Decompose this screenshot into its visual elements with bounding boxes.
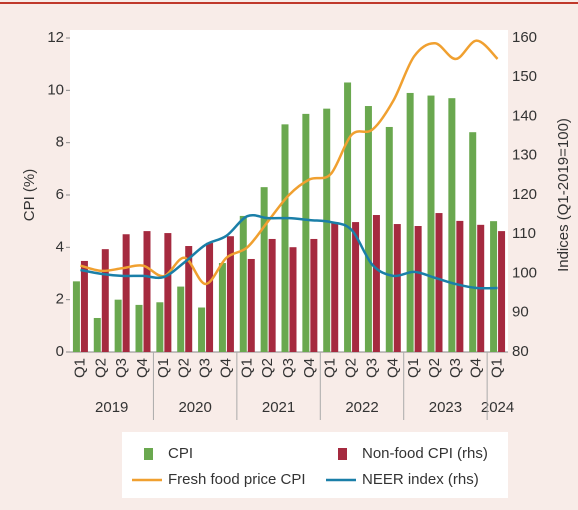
bar bbox=[427, 95, 435, 353]
bar bbox=[469, 132, 477, 352]
x-tick-label: Q2 bbox=[176, 358, 193, 378]
bar bbox=[344, 82, 352, 352]
y-tick-label: 6 bbox=[56, 186, 64, 203]
x-tick-label: Q3 bbox=[363, 358, 380, 378]
x-tick-label: Q1 bbox=[405, 358, 422, 378]
bar bbox=[406, 92, 414, 352]
bar bbox=[372, 215, 380, 352]
bar bbox=[135, 304, 143, 352]
bar bbox=[239, 215, 247, 352]
legend-swatch bbox=[144, 448, 153, 460]
x-tick-label: Q3 bbox=[197, 358, 214, 378]
legend bbox=[122, 432, 508, 498]
line bbox=[80, 39, 499, 286]
bar bbox=[198, 307, 206, 352]
x-tick-label: Q3 bbox=[113, 358, 130, 378]
y-tick-label: 4 bbox=[56, 238, 64, 255]
line bbox=[80, 213, 498, 290]
bar bbox=[364, 106, 372, 353]
x-tick-label: Q4 bbox=[134, 358, 151, 378]
y2-tick-label: 90 bbox=[512, 304, 529, 321]
year-label: 2022 bbox=[345, 399, 378, 416]
bar bbox=[289, 247, 297, 352]
y-tick-label: 12 bbox=[47, 29, 64, 46]
x-tick-label: Q4 bbox=[384, 358, 401, 378]
bar bbox=[352, 222, 360, 352]
bar bbox=[323, 108, 331, 353]
bar bbox=[331, 222, 339, 352]
y2-tick-label: 110 bbox=[512, 225, 536, 242]
y-tick-label: 8 bbox=[56, 134, 64, 151]
bar bbox=[122, 234, 130, 352]
y-axis-title: CPI (%) bbox=[21, 169, 38, 222]
x-tick-label: Q2 bbox=[426, 358, 443, 378]
top-rule bbox=[0, 2, 578, 4]
y2-axis-title: Indices (Q1-2019=100) bbox=[555, 118, 572, 272]
x-tick-label: Q1 bbox=[71, 358, 88, 378]
bar bbox=[393, 224, 401, 352]
bar bbox=[93, 317, 101, 352]
bar bbox=[156, 302, 164, 352]
bar bbox=[385, 126, 393, 352]
bar bbox=[101, 249, 109, 352]
bar bbox=[456, 220, 464, 352]
x-tick-label: Q1 bbox=[322, 358, 339, 378]
y2-tick-label: 100 bbox=[512, 264, 537, 281]
bar bbox=[114, 299, 122, 352]
bar bbox=[164, 233, 172, 352]
bar bbox=[226, 236, 234, 352]
x-tick-label: Q2 bbox=[92, 358, 109, 378]
plot-area bbox=[70, 30, 508, 352]
legend-label: Fresh food price CPI bbox=[168, 471, 306, 488]
y2-tick-label: 150 bbox=[512, 68, 537, 85]
y-tick-label: 2 bbox=[56, 291, 64, 308]
bar bbox=[498, 231, 506, 352]
x-tick-label: Q1 bbox=[238, 358, 255, 378]
year-label: 2024 bbox=[481, 399, 514, 416]
year-label: 2020 bbox=[178, 399, 211, 416]
bar bbox=[143, 231, 151, 352]
bar bbox=[268, 238, 276, 352]
bar bbox=[310, 238, 318, 352]
bar bbox=[490, 221, 498, 352]
bar bbox=[414, 226, 422, 352]
bar bbox=[435, 213, 443, 352]
x-tick-label: Q4 bbox=[301, 358, 318, 378]
bar bbox=[80, 260, 88, 352]
bar bbox=[448, 98, 456, 352]
y2-tick-label: 140 bbox=[512, 107, 537, 124]
x-tick-label: Q2 bbox=[343, 358, 360, 378]
x-tick-label: Q3 bbox=[447, 358, 464, 378]
legend-label: NEER index (rhs) bbox=[362, 471, 479, 488]
bar bbox=[247, 258, 255, 352]
y-tick-label: 10 bbox=[47, 81, 64, 98]
legend-label: CPI bbox=[168, 445, 193, 462]
bar bbox=[218, 263, 226, 352]
y2-tick-label: 80 bbox=[512, 343, 529, 360]
y2-tick-label: 160 bbox=[512, 29, 537, 46]
bar bbox=[177, 286, 185, 352]
x-tick-label: Q1 bbox=[489, 358, 506, 378]
year-label: 2019 bbox=[95, 399, 128, 416]
legend-swatch bbox=[338, 448, 347, 460]
x-tick-label: Q3 bbox=[280, 358, 297, 378]
legend-label: Non-food CPI (rhs) bbox=[362, 445, 488, 462]
year-label: 2021 bbox=[262, 399, 295, 416]
bar bbox=[185, 246, 193, 352]
x-tick-label: Q4 bbox=[217, 358, 234, 378]
y-tick-label: 0 bbox=[56, 343, 64, 360]
x-tick-label: Q2 bbox=[259, 358, 276, 378]
bar bbox=[260, 187, 268, 352]
y2-tick-label: 120 bbox=[512, 186, 537, 203]
year-label: 2023 bbox=[429, 399, 462, 416]
bar bbox=[281, 124, 289, 352]
x-tick-label: Q1 bbox=[155, 358, 172, 378]
x-tick-label: Q4 bbox=[468, 358, 485, 378]
bar bbox=[72, 281, 80, 352]
bar bbox=[206, 242, 214, 352]
bar bbox=[302, 113, 310, 352]
y2-tick-label: 130 bbox=[512, 147, 537, 164]
